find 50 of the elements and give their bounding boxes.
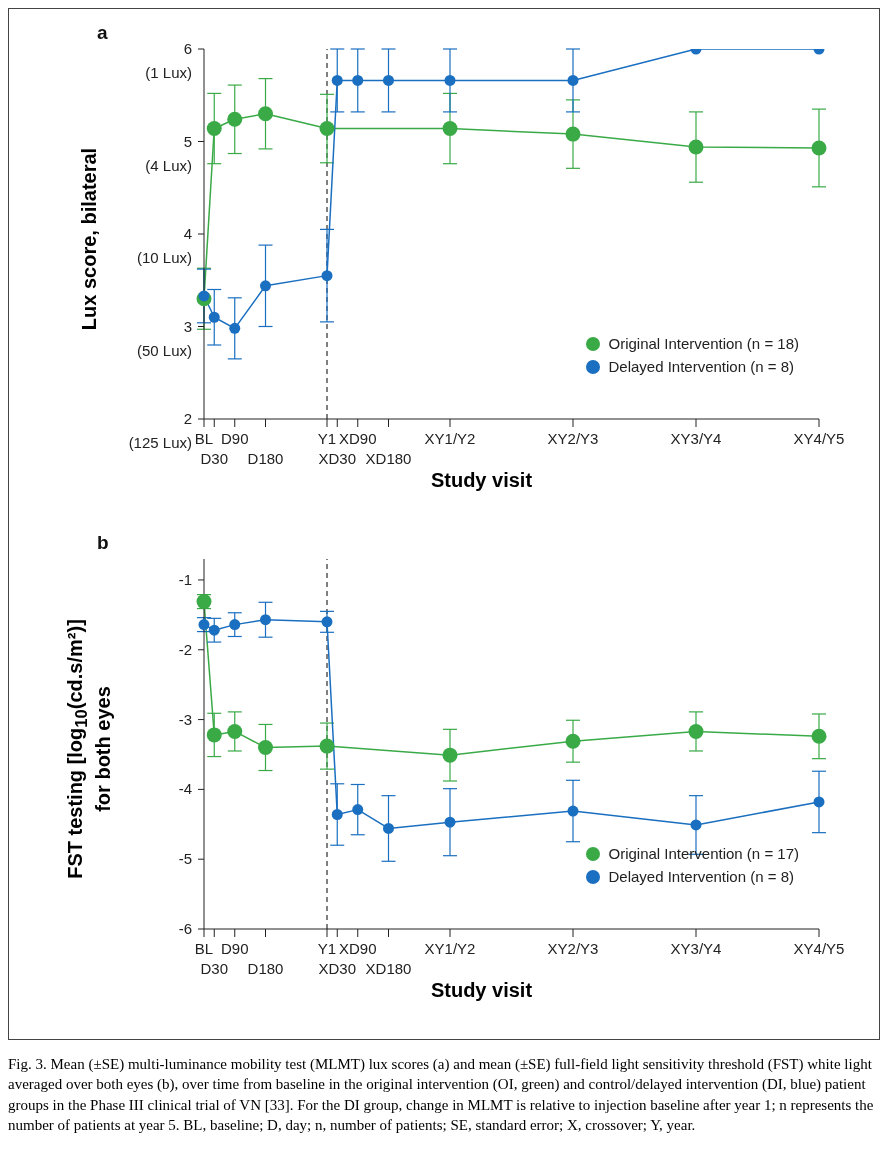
x-axis-title: Study visit: [429, 979, 534, 1002]
y-tick-label: 5: [183, 132, 192, 150]
x-tick-label: Y1: [317, 940, 337, 958]
x-tick-label: XY1/Y2: [424, 430, 476, 448]
x-tick-label: XD30: [318, 450, 357, 468]
x-tick-label: D90: [220, 940, 249, 958]
x-tick-label: Y1: [317, 430, 337, 448]
y-tick-label: 2: [183, 410, 192, 427]
text: (4 Lux): [145, 156, 192, 174]
chart-title: b: [97, 532, 109, 553]
x-tick-label: BL: [194, 430, 214, 448]
y-tick-label: -3: [178, 710, 192, 728]
x-tick-label: XD180: [365, 960, 412, 978]
text: (1 Lux): [145, 64, 192, 81]
y-tick-label: 3: [183, 317, 192, 335]
x-tick-label: XY3/Y4: [670, 430, 722, 448]
x-tick-label: XY4/Y5: [793, 940, 845, 958]
x-tick-label: D90: [220, 430, 249, 448]
x-tick-label: XY3/Y4: [670, 940, 722, 958]
y-axis-title: Lux score, bilateral: [77, 146, 101, 333]
x-tick-label: XD30: [318, 960, 357, 978]
y-tick-label: -2: [178, 640, 192, 658]
x-tick-label: D180: [247, 450, 284, 468]
text: (10 Lux): [136, 249, 192, 266]
text: (50 Lux): [136, 341, 192, 359]
caption: Fig. 3. Mean (±SE) multi-luminance mobility test (MLMT) lux scores (a) and mean (±SE) full-field light sensitivity threshold (FST) white light averaged over both eyes (b), over time from baseline in the original intervention (OI, green) and control/delayed intervention (DI, blue) patient groups in the Phase III clinical trial of VN [33]. For the DI group, change in MLMT is relative to injection baseline after year 1; n represents the number of patients at year 5. BL, baseline; D, day; n, number of patients; SE, standard error; X, crossover; Y, year.: [8, 1055, 875, 1135]
legend-label: Original Intervention (n = 17): [608, 845, 799, 862]
chart-title: a: [97, 22, 108, 43]
y-tick-label: 4: [183, 225, 192, 242]
x-tick-label: XD90: [338, 430, 377, 448]
x-tick-label: XD90: [338, 940, 377, 958]
x-tick-label: XY2/Y3: [547, 430, 599, 448]
x-tick-label: XY2/Y3: [547, 940, 599, 958]
y-tick-label: -4: [178, 780, 192, 798]
x-tick-label: BL: [194, 940, 214, 958]
x-tick-label: D30: [200, 450, 229, 468]
legend-label: Delayed Intervention (n = 8): [608, 868, 794, 885]
text: (125 Lux): [128, 434, 192, 451]
y-tick-label: 6: [183, 40, 192, 57]
x-tick-label: XD180: [365, 450, 412, 468]
x-tick-label: D180: [247, 960, 284, 978]
x-tick-label: D30: [200, 960, 229, 978]
legend-label: Original Intervention (n = 18): [608, 335, 799, 352]
y-tick-label: -1: [178, 570, 192, 588]
x-tick-label: XY1/Y2: [424, 940, 476, 958]
legend-label: Delayed Intervention (n = 8): [608, 358, 794, 375]
x-tick-label: XY4/Y5: [793, 430, 845, 448]
y-tick-label: -5: [178, 850, 192, 868]
x-axis-title: Study visit: [429, 469, 534, 492]
y-tick-label: -6: [178, 920, 192, 937]
